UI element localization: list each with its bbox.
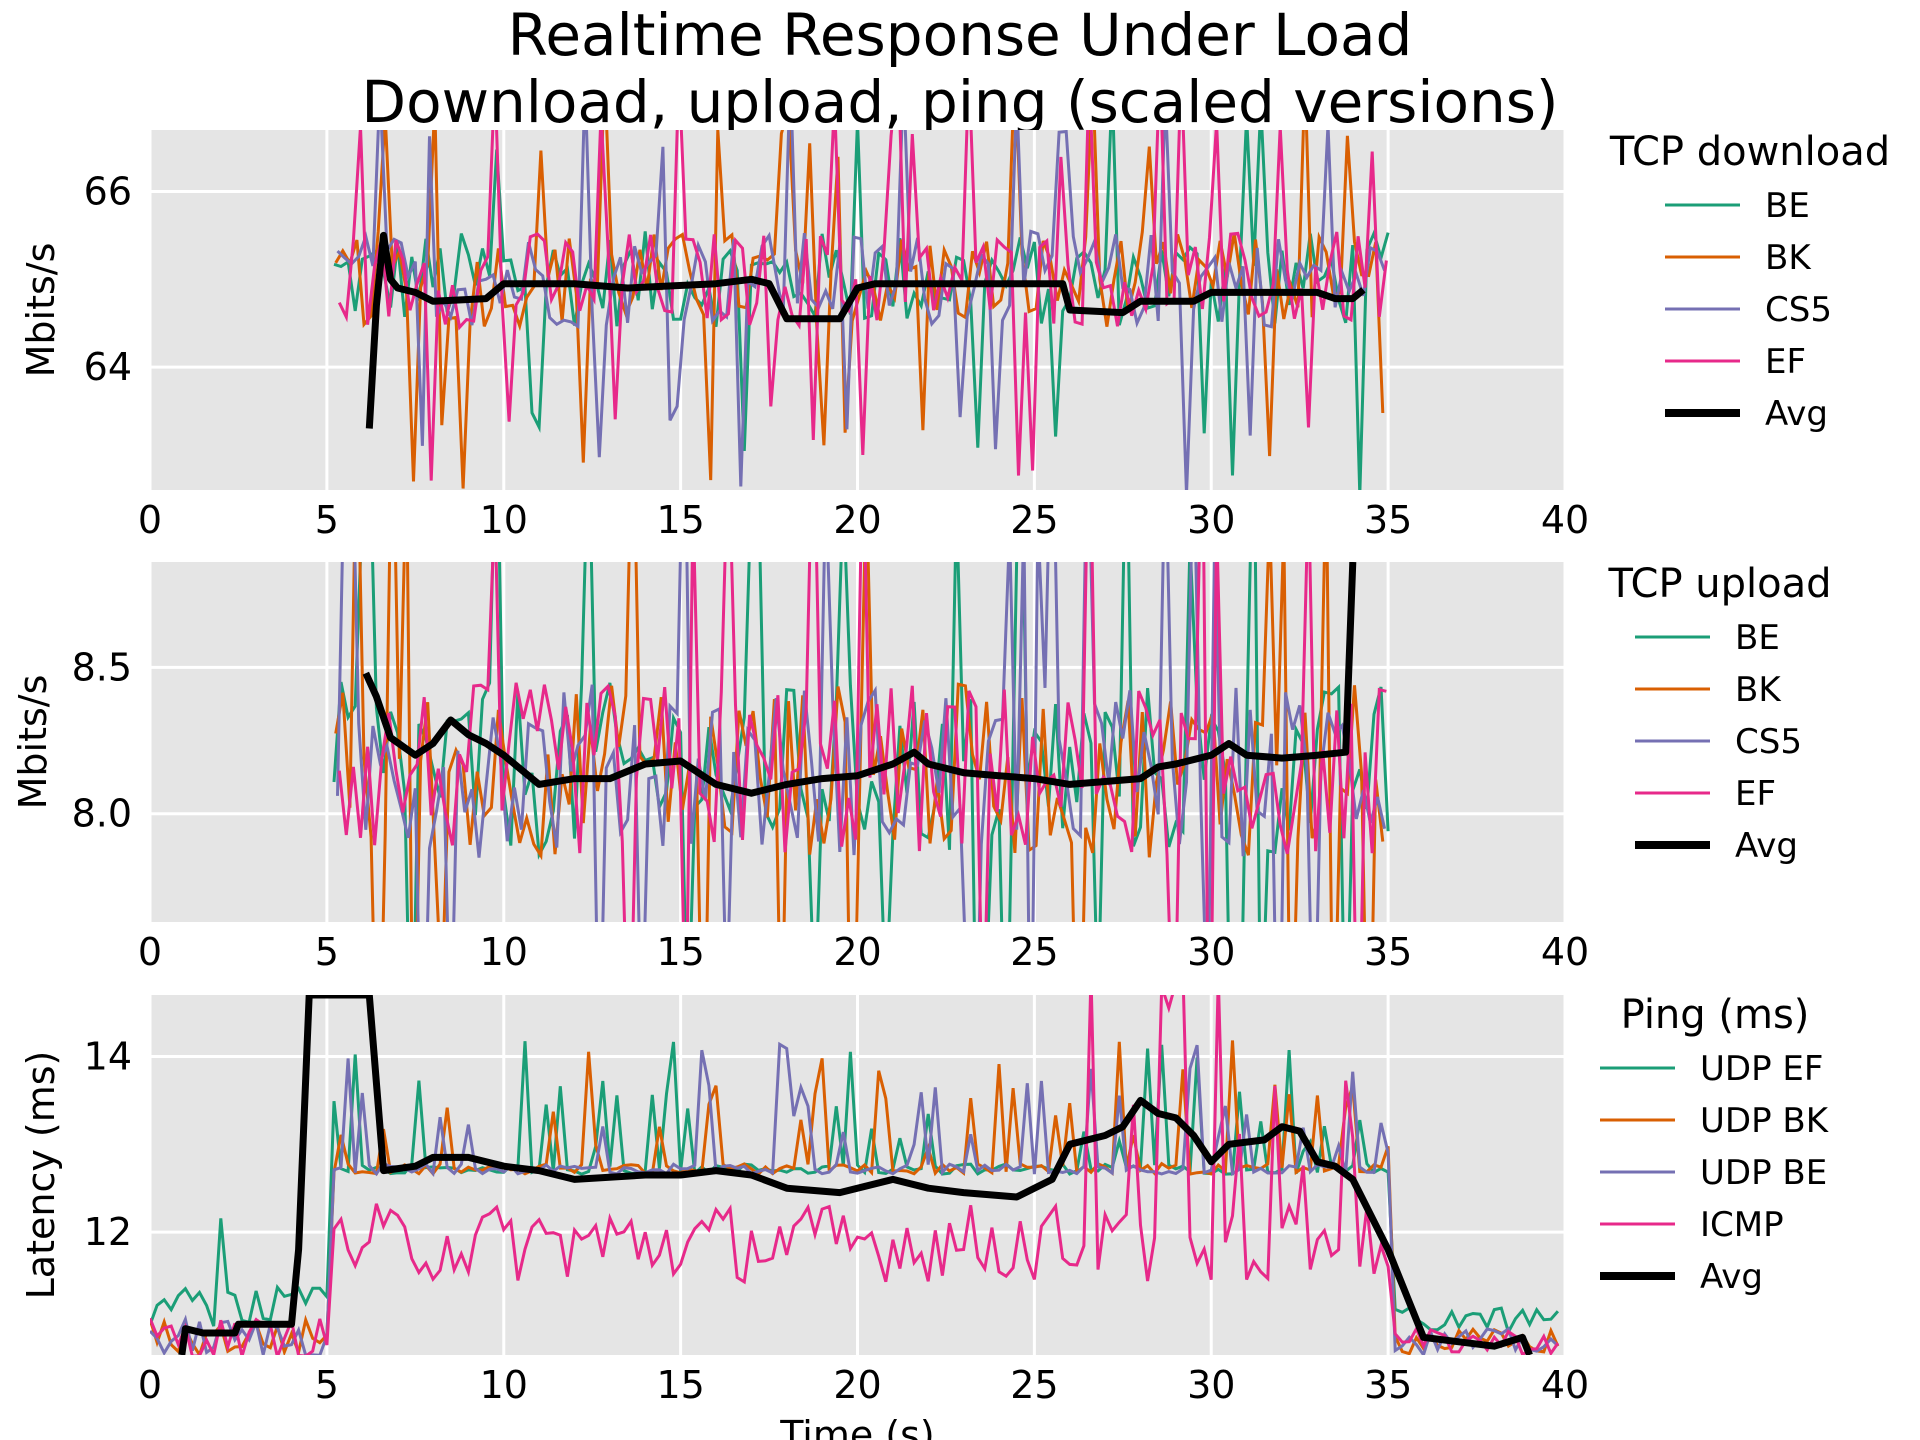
x-tick-label: 0 (138, 930, 162, 974)
legend-label: BK (1765, 238, 1812, 278)
legend-label: Avg (1700, 1257, 1763, 1297)
series-line-icmp (150, 995, 1560, 1355)
y-tick-label: 8.5 (72, 645, 132, 689)
legend-label: CS5 (1765, 290, 1832, 330)
x-tick-label: 20 (833, 930, 881, 974)
x-tick-label: 25 (1010, 1363, 1058, 1407)
x-tick-label: 30 (1187, 498, 1235, 542)
y-tick-label: 64 (84, 345, 132, 389)
x-tick-label: 10 (480, 930, 528, 974)
legend-label: BE (1735, 618, 1780, 658)
x-tick-label: 10 (480, 498, 528, 542)
series-line-avg (362, 562, 1357, 797)
legend-label: EF (1765, 342, 1806, 382)
x-tick-label: 35 (1364, 1363, 1412, 1407)
chart-title-line-2: Download, upload, ping (scaled versions) (361, 68, 1558, 136)
legend-label: UDP BE (1700, 1153, 1827, 1193)
x-tick-label: 35 (1364, 498, 1412, 542)
legend-label: Avg (1765, 394, 1828, 434)
legend-label: CS5 (1735, 722, 1802, 762)
legend-label: UDP EF (1700, 1049, 1823, 1089)
x-tick-label: 40 (1541, 1363, 1589, 1407)
x-tick-label: 5 (315, 498, 339, 542)
x-tick-label: 15 (656, 1363, 704, 1407)
y-axis-label: Mbits/s (19, 243, 63, 378)
series-line-ef (337, 130, 1388, 481)
y-axis-label: Mbits/s (11, 675, 55, 810)
y-tick-label: 14 (84, 1034, 132, 1078)
y-tick-label: 8.0 (72, 792, 132, 836)
legend-label: ICMP (1700, 1205, 1784, 1245)
series-line-cs5 (336, 130, 1387, 490)
x-tick-label: 20 (833, 498, 881, 542)
x-tick-label: 10 (480, 1363, 528, 1407)
panel-3: 0 5 10 15 20 25 30 35 40 12 14 Latency (ms) Time (s)… (19, 992, 1830, 1440)
x-tick-label: 35 (1364, 930, 1412, 974)
x-tick-label: 15 (656, 498, 704, 542)
legend: Ping (ms) UDP EF UDP BK UDP BE ICMP Avg (1600, 992, 1830, 1297)
series-line-avg (178, 995, 1533, 1355)
y-axis-label: Latency (ms) (19, 1051, 63, 1300)
panels: 0 5 10 15 20 25 30 35 40 64 66 Mbits/s TCP download B… (11, 129, 1890, 1440)
legend-label: EF (1735, 774, 1776, 814)
x-axis-label: Time (s) (779, 1413, 935, 1440)
series-line-bk (334, 130, 1385, 489)
legend: TCP upload BE BK CS5 EF Avg (1607, 561, 1831, 866)
x-tick-label: 20 (833, 1363, 881, 1407)
x-tick-label: 25 (1010, 498, 1058, 542)
legend-title: TCP upload (1607, 561, 1831, 607)
legend-label: BK (1735, 670, 1782, 710)
x-tick-label: 0 (138, 1363, 162, 1407)
series-line-ef (337, 562, 1387, 922)
x-tick-label: 5 (315, 1363, 339, 1407)
legend-label: Avg (1735, 826, 1798, 866)
x-tick-label: 25 (1010, 930, 1058, 974)
x-tick-label: 30 (1187, 1363, 1235, 1407)
y-tick-label: 12 (84, 1210, 132, 1254)
legend-title: Ping (ms) (1621, 992, 1810, 1038)
legend-title: TCP download (1609, 129, 1890, 175)
x-tick-label: 15 (656, 930, 704, 974)
x-tick-label: 0 (138, 498, 162, 542)
chart-title-line-1: Realtime Response Under Load (508, 1, 1413, 69)
x-tick-label: 40 (1541, 930, 1589, 974)
series-group (332, 562, 1390, 922)
legend: TCP download BE BK CS5 EF Avg (1609, 129, 1890, 434)
legend-label: UDP BK (1700, 1101, 1830, 1141)
series-line-udp-bk (150, 1040, 1560, 1355)
y-tick-label: 66 (84, 169, 132, 213)
x-tick-label: 40 (1541, 498, 1589, 542)
series-line-cs5 (336, 562, 1387, 922)
series-group (150, 995, 1560, 1355)
series-group (333, 130, 1390, 490)
x-tick-label: 30 (1187, 930, 1235, 974)
series-line-avg (365, 231, 1366, 429)
x-tick-label: 5 (315, 930, 339, 974)
legend-label: BE (1765, 186, 1810, 226)
series-line-bk (334, 562, 1385, 922)
panel-2: 0 5 10 15 20 25 30 35 40 8.0 8.5 Mbits/s TCP upload B… (11, 561, 1832, 974)
panel-1: 0 5 10 15 20 25 30 35 40 64 66 Mbits/s TCP download B… (19, 129, 1890, 542)
